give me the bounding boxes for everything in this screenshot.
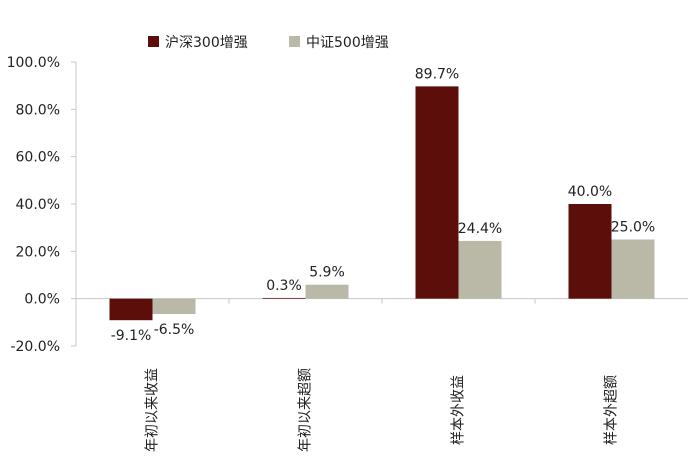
data-label-series1-cat1: -9.1% [111,328,152,344]
legend-item-1: 沪深300增强 [148,35,248,51]
bar-series1-cat2 [262,297,306,299]
bars [109,86,655,321]
y-tick-label: 0.0% [24,292,60,308]
data-label-series2-cat4: 25.0% [611,220,655,236]
legend-label-1: 沪深300增强 [165,35,248,51]
data-label-series1-cat2: 0.3% [266,278,302,294]
y-tick-label: 80.0% [16,102,60,118]
legend-swatch-1 [148,36,159,47]
y-tick-label: 100.0% [7,55,60,71]
bar-series2-cat4 [611,239,655,299]
legend-swatch-2 [289,36,300,47]
y-tick-label: -20.0% [10,339,60,355]
data-label-series2-cat3: 24.4% [458,221,502,237]
category-label-3: 样本外收益 [451,375,467,445]
bar-series2-cat1 [152,298,196,315]
bar-series1-cat4 [568,204,612,299]
y-tick-label: 40.0% [16,197,60,213]
bar-series1-cat3 [415,86,459,299]
data-labels: -9.1% -6.5% 0.3% 5.9% 89.7% 24.4% 40.0% 25.0% [111,66,656,344]
bar-series1-cat1 [109,298,153,321]
category-label-2: 年初以来超额 [297,368,314,452]
legend: 沪深300增强 中证500增强 [148,35,389,51]
data-label-series1-cat3: 89.7% [415,66,459,82]
data-label-series2-cat1: -6.5% [154,322,195,338]
y-axis: 100.0% 80.0% 60.0% 40.0% 20.0% 0.0% -20.0% [7,55,77,355]
data-label-series2-cat2: 5.9% [309,265,345,281]
y-tick-label: 20.0% [16,244,60,260]
bar-series2-cat3 [458,240,502,299]
y-tick-label: 60.0% [16,150,60,166]
legend-label-2: 中证500增强 [306,35,389,51]
category-label-1: 年初以来收益 [144,368,161,452]
category-label-4: 样本外超额 [604,375,620,445]
category-labels: 年初以来收益 年初以来超额 样本外收益 样本外超额 [144,368,620,452]
data-label-series1-cat4: 40.0% [568,184,612,200]
legend-item-2: 中证500增强 [289,35,389,51]
bar-series2-cat2 [305,284,349,299]
